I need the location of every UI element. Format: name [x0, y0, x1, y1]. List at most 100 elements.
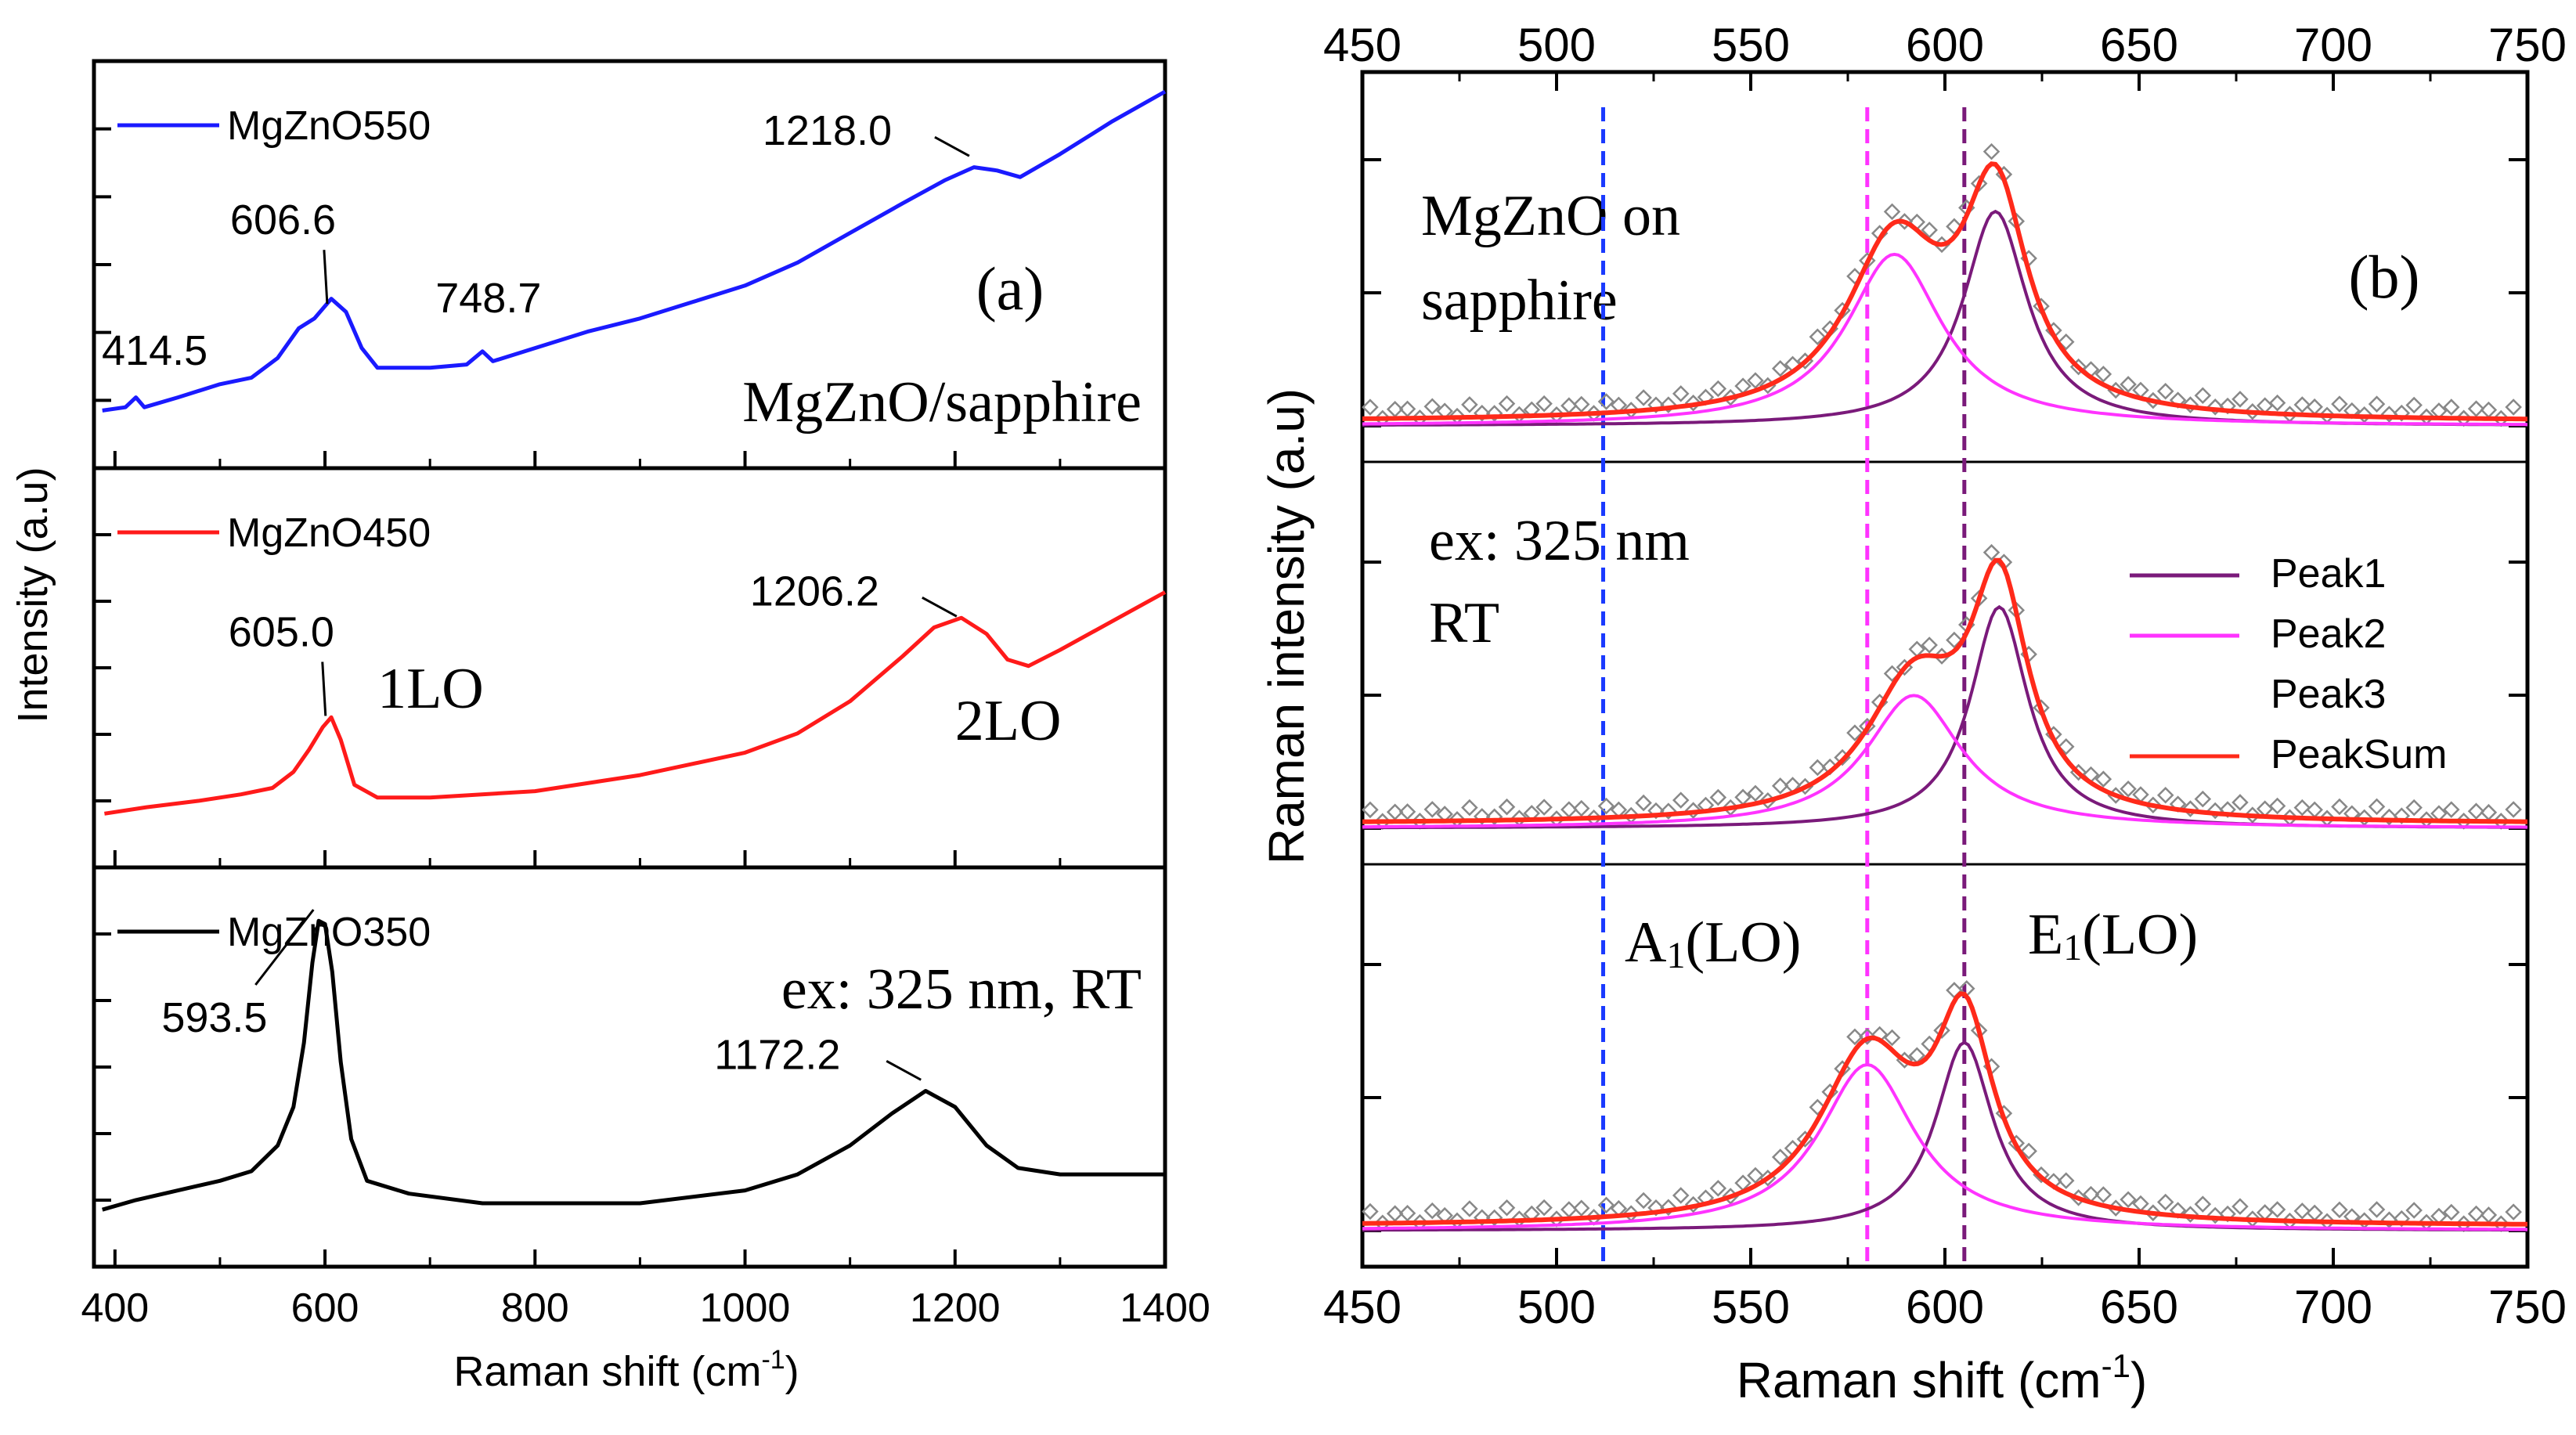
- panel-b-exp-point: [2094, 366, 2112, 383]
- panel-b-xtick-label-top-4: 650: [2100, 19, 2178, 71]
- panel-b-exp-point: [1398, 1205, 1416, 1222]
- panel-b-exp-point: [1672, 791, 1690, 809]
- panel-a-peak-label-0-3: 1218.0: [763, 107, 892, 154]
- panel-b-exp-point: [2505, 1203, 2522, 1220]
- panel-b-exp-point: [2181, 1206, 2199, 1223]
- panel-a-peak-label-0-1: 606.6: [230, 197, 336, 243]
- panel-b-peak2-curve-1: [1362, 694, 2527, 829]
- panel-b-exp-point: [1362, 801, 1379, 819]
- panel-b-exp-point: [1597, 393, 1615, 410]
- panel-b-exp-point: [2268, 1201, 2286, 1218]
- legend-peak2-label: Peak2: [2271, 611, 2386, 657]
- panel-b-exp-point: [2231, 391, 2249, 408]
- panel-b-exp-point: [2443, 801, 2460, 818]
- panel-b-exp-point: [1635, 1192, 1652, 1210]
- panel-b-exp-point: [1921, 222, 1938, 239]
- panel-b-xtick-label-bottom-0: 450: [1323, 1281, 1402, 1333]
- panel-b-exp-point: [2393, 807, 2411, 824]
- legend-peaksum-label: PeakSum: [2271, 732, 2447, 777]
- panel-b-xtick-label-bottom-5: 700: [2294, 1281, 2372, 1333]
- panel-b-peaksum-curve-0: [1362, 161, 2527, 422]
- panel-b-exp-point: [2380, 1211, 2398, 1228]
- panel-b-exp-point: [1983, 142, 2001, 160]
- panel-b-exp-point: [2293, 799, 2311, 817]
- panel-b-exp-point: [1474, 1209, 1491, 1227]
- panel-a-xtick-label-2: 800: [501, 1285, 569, 1331]
- panel-b-exp-point: [1709, 788, 1727, 806]
- panel-a-peak-label-1-1: 1206.2: [750, 568, 879, 615]
- panel-b-exp-point: [2181, 800, 2199, 817]
- panel-b-exp-point: [2368, 798, 2386, 816]
- panel-a-peak-arrow-1-1: [922, 596, 958, 618]
- panel-b-exp-point: [1560, 1201, 1578, 1218]
- panel-a-xtick-label-4: 1200: [910, 1285, 1001, 1331]
- panel-b-exp-point: [1846, 724, 1863, 741]
- panel-b-exp-point: [1461, 1200, 1478, 1217]
- panel-b-exp-point: [1498, 395, 1516, 413]
- panel-b-exp-point: [1535, 799, 1553, 816]
- panel-b-exp-point: [2057, 1172, 2075, 1189]
- panel-a-peak-label-0-2: 748.7: [435, 275, 541, 322]
- panel-b-exp-point: [1846, 1028, 1863, 1046]
- panel-b-exp-point: [2244, 402, 2261, 420]
- panel-b-peaksum-curve-1: [1362, 557, 2527, 824]
- panel-b-exp-point: [1535, 1199, 1553, 1217]
- panel-b-a1lo-label: A1(LO): [1625, 910, 1801, 976]
- panel-b-exp-point: [2256, 800, 2274, 817]
- panel-b-exp-point: [1423, 1202, 1441, 1220]
- panel-b-exp-point: [1386, 1205, 1404, 1222]
- panel-a-peak-label-0-0: 414.5: [102, 327, 207, 374]
- panel-b-exp-point: [2206, 398, 2224, 416]
- panel-a-xtick-label-0: 400: [81, 1285, 149, 1331]
- panel-b-exp-point: [1809, 1098, 1827, 1116]
- panel-b-exp-point: [1883, 1029, 1901, 1047]
- panel-b-excitation-line-1: ex: 325 nm: [1429, 509, 1690, 573]
- panel-b-exp-point: [1498, 1199, 1516, 1217]
- panel-b-xtick-label-top-1: 500: [1517, 19, 1596, 71]
- panel-b-exp-point: [1771, 777, 1789, 795]
- panel-b-plot: 450 450 500 500 550 550 600 600 650 650 700 700 750 7…: [1323, 19, 2567, 1333]
- panel-b: Raman intensity (a.u) Raman shift (cm-1)…: [1258, 19, 2567, 1408]
- panel-b-xtick-label-bottom-4: 650: [2100, 1281, 2178, 1333]
- panel-b-e1lo-label: E1(LO): [2028, 903, 2198, 968]
- panel-a-peak-arrow-0-3: [934, 135, 970, 157]
- panel-b-xtick-label-top-3: 600: [1906, 19, 1984, 71]
- panel-b-exp-point: [2094, 770, 2112, 788]
- panel-b-exp-point: [2206, 802, 2224, 820]
- panel-b-exp-point: [1572, 395, 1590, 413]
- panel-b-exp-point: [1572, 1199, 1590, 1217]
- panel-a-plot: MgZnO550 MgZnO/sapphire 414.5 606.6 748.7 121…: [81, 59, 1210, 1331]
- panel-b-sample-line-1: MgZnO on: [1421, 184, 1680, 248]
- panel-b-exp-point: [2480, 803, 2498, 821]
- panel-b-exp-point: [1398, 803, 1416, 820]
- panel-b-exp-point: [2505, 801, 2522, 818]
- panel-b-y-axis-label: Raman intensity (a.u): [1258, 388, 1315, 864]
- panel-a-legend-label-0: MgZnO550: [227, 103, 431, 149]
- panel-b-xtick-label-bottom-2: 550: [1712, 1281, 1790, 1333]
- panel-b-exp-point: [1809, 759, 1827, 777]
- panel-b-xtick-label-bottom-1: 500: [1517, 1281, 1596, 1333]
- panel-a-sample-label-2: ex: 325 nm, RT: [781, 957, 1142, 1022]
- panel-b-peaksum-curve-2: [1362, 991, 2527, 1227]
- panel-b-exp-point: [2293, 396, 2311, 413]
- panel-b-xtick-label-top-6: 750: [2488, 19, 2567, 71]
- panel-b-exp-point: [1423, 801, 1441, 818]
- panel-b-exp-point: [2120, 1191, 2137, 1208]
- panel-b-exp-point: [2206, 1206, 2224, 1224]
- panel-b-exp-point: [1635, 389, 1652, 406]
- panel-b-sample-line-2: sapphire: [1421, 269, 1618, 333]
- panel-b-exp-point: [1647, 802, 1665, 820]
- panel-b-exp-point: [1883, 203, 1901, 221]
- panel-b-exp-point: [1747, 1166, 1764, 1184]
- panel-b-exp-point: [2480, 401, 2498, 419]
- panel-b-exp-point: [1809, 328, 1827, 346]
- panel-a-label: (a): [976, 254, 1044, 323]
- panel-b-exp-point: [1597, 1196, 1615, 1214]
- panel-a-xtick-label-1: 600: [291, 1285, 359, 1331]
- panel-b-exp-point: [2393, 1210, 2411, 1228]
- panel-b-exp-point: [1672, 385, 1690, 402]
- panel-b-exp-point: [2380, 406, 2398, 423]
- panel-b-exp-point: [1560, 397, 1578, 414]
- panel-b-exp-point: [1647, 1199, 1665, 1217]
